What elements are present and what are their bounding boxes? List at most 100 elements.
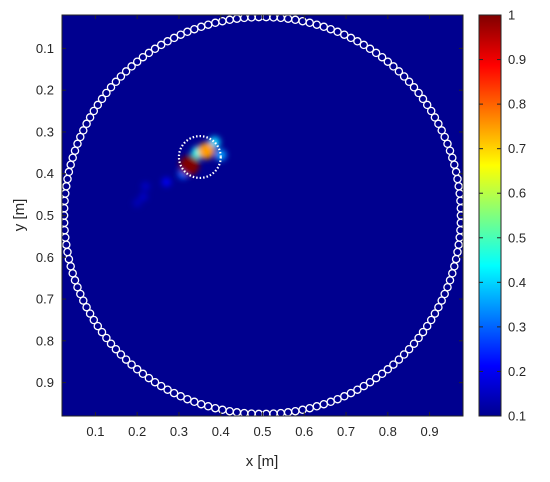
ring-marker	[76, 289, 85, 299]
ring-marker	[353, 37, 362, 46]
ring-marker	[414, 333, 423, 343]
colorbar-frame	[478, 14, 502, 417]
ring-marker	[127, 360, 136, 369]
ring-marker	[365, 377, 375, 387]
ring-marker	[79, 126, 88, 135]
x-axis-label: x [m]	[246, 453, 279, 470]
colorbar-tick-label: 0.4	[508, 275, 526, 290]
x-tick-label: 0.2	[128, 424, 146, 439]
ring-marker	[150, 377, 160, 387]
ring-marker	[93, 321, 103, 331]
ring-marker	[106, 339, 116, 348]
ring-marker	[85, 309, 95, 318]
target-dotted-circle	[177, 135, 222, 180]
ring-marker	[394, 355, 404, 364]
ring-marker	[359, 381, 369, 391]
ring-marker	[430, 113, 440, 122]
colorbar-tick-label: 0.7	[508, 141, 526, 156]
ring-marker	[93, 100, 103, 110]
colorbar-tick-label: 0.8	[508, 97, 526, 112]
ring-marker	[169, 388, 179, 398]
heatmap-background	[62, 15, 463, 416]
ring-marker	[353, 385, 362, 394]
ring-marker	[430, 309, 440, 318]
ring-marker	[389, 360, 398, 369]
ring-marker	[434, 302, 443, 312]
colorbar-tick-label: 0.5	[508, 230, 526, 245]
ring-marker	[97, 327, 107, 337]
ring-marker	[404, 344, 414, 354]
ring-marker	[116, 72, 126, 81]
y-tick-label: 0.7	[36, 292, 54, 307]
ring-marker	[144, 48, 154, 58]
x-axis: 0.1 0.2 0.3 0.4 0.5 0.6 0.7 0.8 0.9	[86, 15, 439, 439]
ring-marker	[106, 83, 116, 92]
ring-marker	[404, 77, 414, 87]
ring-marker	[456, 203, 463, 213]
ring-marker	[418, 94, 428, 104]
ring-marker	[409, 339, 419, 348]
ring-marker	[426, 315, 436, 325]
ring-marker	[144, 373, 154, 383]
ring-marker	[414, 88, 423, 98]
x-tick-label: 0.7	[337, 424, 355, 439]
ring-marker	[409, 83, 419, 92]
y-axis-label: y [m]	[11, 199, 28, 232]
colorbar-tick-label: 0.6	[508, 186, 526, 201]
hotspot	[179, 155, 200, 176]
ring-marker	[156, 381, 166, 391]
y-tick-label: 0.2	[36, 83, 54, 98]
ring-marker	[346, 33, 356, 43]
ring-marker	[156, 40, 166, 50]
y-tick-label: 0.6	[36, 250, 54, 265]
colorbar-tick-label: 0.3	[508, 319, 526, 334]
y-tick-label: 0.8	[36, 333, 54, 348]
y-tick-label: 0.1	[36, 41, 54, 56]
ring-marker	[426, 106, 436, 116]
ring-marker	[163, 37, 172, 46]
ring-marker	[82, 119, 91, 129]
ring-marker	[82, 302, 91, 312]
ring-marker	[365, 44, 375, 54]
ring-marker	[85, 113, 95, 122]
ring-marker	[371, 48, 381, 58]
ring-marker	[418, 327, 428, 337]
ring-marker	[422, 100, 432, 110]
ring-marker	[102, 333, 111, 343]
hotspot	[132, 198, 142, 208]
colorbar-tick-label: 0.9	[508, 52, 526, 67]
x-tick-label: 0.4	[212, 424, 230, 439]
colorbar-ticks: 0.1 0.2 0.3 0.4 0.5 0.6 0.7 0.8 0.9 1	[479, 8, 526, 424]
colorbar	[479, 15, 501, 416]
ring-marker	[121, 67, 131, 76]
ring-marker	[111, 344, 121, 354]
y-tick-label: 0.5	[36, 208, 54, 223]
hotspot	[139, 192, 148, 202]
ring-marker	[138, 52, 148, 62]
ring-marker	[377, 52, 387, 62]
y-axis: 0.1 0.2 0.3 0.4 0.5 0.6 0.7 0.8 0.9	[36, 41, 463, 390]
ring-marker	[97, 94, 107, 104]
ring-marker	[394, 67, 404, 76]
ring-marker	[422, 321, 432, 331]
ring-marker	[383, 365, 393, 374]
x-tick-label: 0.9	[421, 424, 439, 439]
ring-marker	[150, 44, 160, 54]
y-tick-label: 0.3	[36, 124, 54, 139]
colorbar-tick-label: 0.1	[508, 409, 526, 424]
colorbar-tick-label: 1	[508, 8, 515, 23]
hotspot	[161, 177, 172, 187]
x-tick-label: 0.6	[295, 424, 313, 439]
ring-marker	[440, 132, 449, 142]
ring-marker	[443, 282, 452, 292]
x-tick-label: 0.3	[170, 424, 188, 439]
ring-marker	[73, 139, 82, 149]
ring-marker	[389, 62, 398, 71]
ring-marker	[359, 40, 369, 50]
ring-marker	[121, 355, 131, 364]
ring-marker	[116, 350, 126, 359]
ring-marker	[346, 388, 356, 398]
hotspot	[141, 181, 150, 191]
ring-marker	[383, 57, 393, 66]
